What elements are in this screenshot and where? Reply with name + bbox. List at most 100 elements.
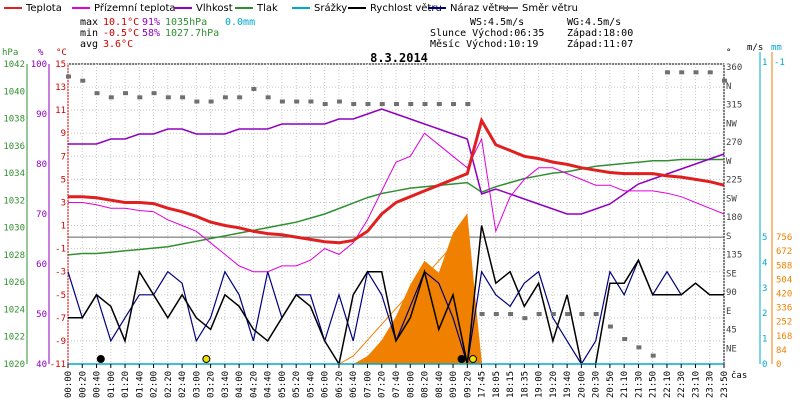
x-tick-label: 17:45: [478, 371, 488, 398]
wind-direction-point: [194, 99, 200, 104]
ms-tick: 5: [762, 233, 767, 243]
dir-tick: S: [726, 232, 731, 242]
wind-direction-point: [123, 91, 129, 96]
wind-direction-point: [622, 337, 628, 341]
legend-label: Směr větru: [522, 2, 578, 14]
x-tick-label: 23:10: [691, 371, 701, 398]
mm-tick: 420: [776, 289, 792, 299]
dir-tick: 315: [726, 101, 742, 111]
temp-tick: 15: [55, 60, 66, 70]
wind-direction-point: [165, 95, 171, 100]
temp-tick: -11: [50, 360, 66, 370]
wind-direction-point: [351, 102, 357, 106]
temp-tick: 1: [61, 222, 66, 232]
x-tick-label: 19:40: [563, 371, 573, 398]
x-tick-label: 01:40: [135, 371, 145, 398]
hpa-tick: 1030: [3, 224, 25, 234]
wind-direction-point: [508, 312, 514, 316]
stats-max-hum: 91%: [142, 17, 160, 28]
wind-direction-point: [636, 345, 642, 350]
wind-direction-point: [94, 91, 100, 96]
stats-avg-temp: 3.6°C: [103, 39, 133, 50]
x-tick-label: 22:30: [677, 371, 687, 398]
stats-min-press: 1027.7hPa: [165, 28, 219, 39]
dir-tick: 270: [726, 138, 742, 148]
sun-moon-marker: [202, 355, 211, 363]
ground-temp-line: [68, 132, 725, 273]
pct-tick: 100: [31, 60, 47, 70]
x-tick-label: 20:30: [592, 371, 602, 398]
temp-tick: -9: [55, 337, 66, 347]
dir-tick: 225: [726, 176, 742, 186]
axes: hPa1042104010381036103410321030102810261…: [2, 43, 792, 370]
x-tick-label: 02:20: [164, 371, 174, 398]
ms-unit: m/s: [747, 43, 763, 53]
wind-direction-point: [336, 99, 342, 104]
x-tick-label: 04:00: [235, 371, 245, 398]
stats-min-hum: 58%: [142, 28, 160, 39]
mm-top: -1: [774, 58, 785, 68]
wind-direction-point: [237, 95, 243, 100]
pressure-line: [67, 158, 724, 256]
hpa-tick: 1036: [3, 142, 25, 152]
pct-tick: 60: [36, 260, 47, 270]
dir-tick: E: [726, 307, 731, 317]
x-tick-label: 21:50: [649, 371, 659, 398]
stats-ws: WS:4.5m/s: [470, 17, 524, 28]
stats-max-label: max: [80, 17, 98, 28]
mm-tick: 336: [776, 304, 792, 314]
chart-title: 8.3.2014: [370, 51, 428, 65]
legend-label: Rychlost větru: [370, 2, 442, 14]
ms-tick: 2: [762, 309, 767, 319]
wind-direction-point: [108, 95, 114, 100]
mm-tick: 168: [776, 332, 792, 342]
wind-direction-point: [379, 102, 385, 106]
temp-unit: °C: [56, 48, 67, 58]
x-tick-label: 07:00: [363, 371, 373, 398]
legend-label: Teplota: [25, 3, 62, 14]
hpa-tick: 1028: [3, 251, 25, 261]
temp-tick: 13: [55, 83, 66, 93]
x-tick-label: 08:40: [435, 371, 445, 398]
temp-tick: -3: [55, 268, 66, 278]
legend-label: Náraz větru: [450, 2, 509, 14]
ms-tick: 0: [762, 360, 767, 370]
wind-direction-point: [722, 78, 727, 83]
dir-tick: 180: [726, 213, 742, 223]
temp-tick: -1: [55, 245, 66, 255]
wind-direction-point: [308, 99, 314, 104]
x-tick-label: 01:20: [121, 371, 131, 398]
pct-tick: 70: [36, 210, 47, 220]
x-tick-label: 02:00: [150, 371, 160, 398]
wind-direction-point: [679, 70, 685, 75]
sun-moon-marker: [96, 355, 105, 363]
stats-avg-label: avg: [80, 39, 98, 50]
x-tick-label: 00:20: [78, 371, 88, 398]
ms-tick: 4: [762, 258, 767, 268]
x-tick-label: 03:40: [221, 371, 231, 398]
wind-direction-point: [565, 312, 571, 316]
stats-max-press: 1035hPa: [165, 17, 207, 28]
x-tick-label: 09:00: [449, 371, 459, 398]
wind-direction-point: [436, 102, 442, 106]
stats-sun-set: Západ:18:00: [567, 27, 633, 39]
mm-tick: 504: [776, 275, 792, 285]
x-tick-label: 21:10: [620, 371, 630, 398]
wind-direction-point: [550, 312, 556, 316]
sun-moon-marker: [469, 355, 478, 363]
wind-direction-point: [265, 95, 271, 100]
stats-max-temp: 10.1°C: [103, 17, 139, 28]
dir-tick: W: [726, 157, 732, 167]
x-tick-label: 18:35: [520, 371, 530, 398]
wind-direction-point: [180, 95, 186, 100]
x-axis: 00:00 00:20 00:40 01:00 01:20 01:40 02:00 02:20…: [64, 364, 747, 398]
wind-direction-point: [465, 102, 471, 106]
x-tick-label: 23:30: [706, 371, 716, 398]
stats-moon-set: Západ:11:07: [567, 38, 633, 50]
wind-direction-point: [579, 312, 585, 316]
wind-direction-point: [707, 70, 713, 75]
dir-tick: 360: [726, 63, 742, 73]
legend-label: Tlak: [256, 3, 278, 14]
wind-direction-point: [365, 102, 371, 106]
